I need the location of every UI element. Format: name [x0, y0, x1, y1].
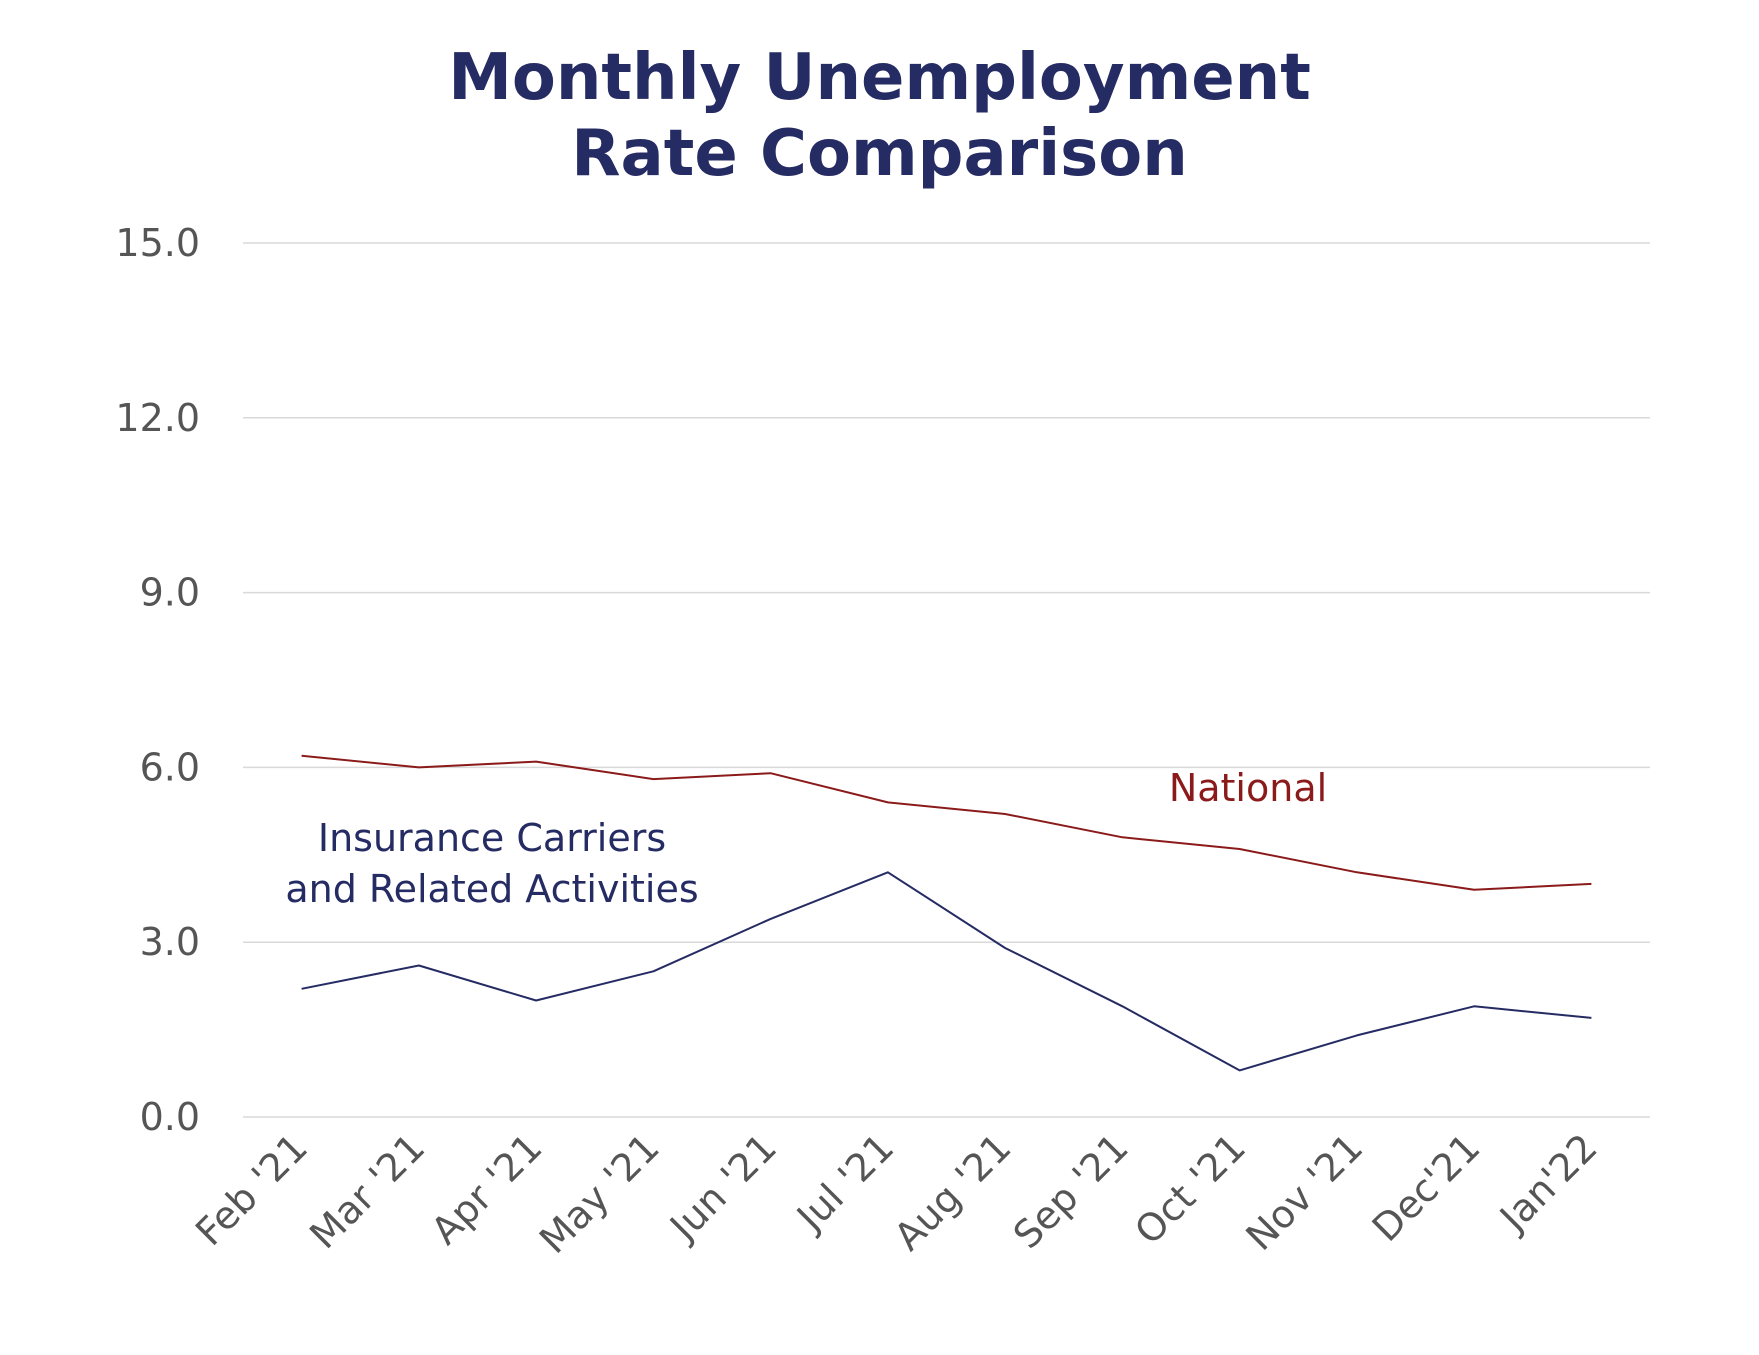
chart-title: Monthly Unemployment Rate Comparison — [0, 40, 1759, 192]
x-tick-label: Jul '21 — [787, 1125, 902, 1240]
series-line-national — [301, 754, 1592, 891]
y-tick-label: 3.0 — [140, 920, 200, 964]
x-tick-label: May '21 — [531, 1125, 668, 1262]
series-lines — [301, 754, 1592, 1072]
gridlines — [243, 242, 1650, 1118]
x-tick-label: Dec'21 — [1364, 1125, 1489, 1250]
y-tick-label: 0.0 — [140, 1095, 200, 1139]
x-tick-label: Mar '21 — [301, 1125, 433, 1257]
y-tick-label: 9.0 — [140, 571, 200, 615]
y-axis-tick-labels: 0.0 3.0 6.0 9.0 12.0 15.0 — [115, 221, 200, 1139]
x-tick-label: Apr '21 — [423, 1125, 551, 1253]
x-tick-label: Jan'22 — [1490, 1125, 1606, 1241]
y-tick-label: 12.0 — [115, 396, 200, 440]
series-label-insurance-line-1: Insurance Carriers — [318, 816, 666, 860]
x-tick-label: Sep '21 — [1005, 1125, 1137, 1257]
x-tick-label: Jun '21 — [660, 1125, 785, 1250]
x-tick-label: Oct '21 — [1126, 1125, 1254, 1253]
y-tick-label: 15.0 — [115, 221, 200, 265]
x-tick-label: Aug '21 — [886, 1125, 1020, 1259]
chart-title-line-2: Rate Comparison — [571, 117, 1188, 191]
x-tick-label: Nov '21 — [1238, 1125, 1372, 1259]
chart-title-line-1: Monthly Unemployment — [448, 41, 1311, 115]
series-label-insurance-line-2: and Related Activities — [285, 867, 698, 911]
series-label-national: National — [1169, 766, 1327, 810]
y-tick-label: 6.0 — [140, 745, 200, 789]
x-tick-label: Feb '21 — [187, 1125, 316, 1254]
series-line-insurance — [301, 871, 1592, 1072]
